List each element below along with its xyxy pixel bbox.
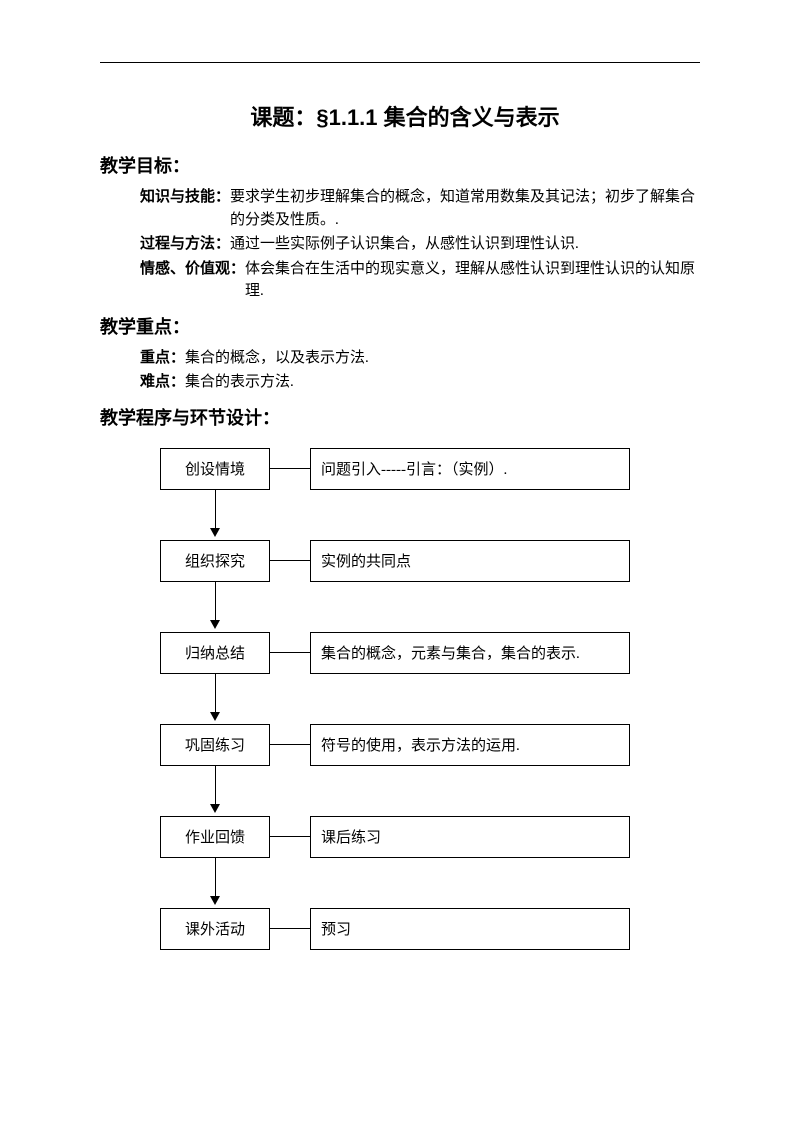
flow-stage-box: 巩固练习 — [160, 724, 270, 766]
objective-label: 过程与方法： — [140, 233, 230, 256]
flow-connector-horizontal — [270, 908, 310, 950]
flow-desc-box: 课后练习 — [310, 816, 630, 858]
objective-label: 情感、价值观： — [140, 258, 245, 303]
flow-stage-box: 作业回馈 — [160, 816, 270, 858]
focus-item: 难点： 集合的表示方法. — [140, 371, 710, 394]
flow-row: 组织探究 实例的共同点 — [160, 540, 710, 582]
focus-label: 重点： — [140, 347, 185, 370]
objective-label: 知识与技能： — [140, 186, 230, 231]
flow-connector-horizontal — [270, 816, 310, 858]
lesson-title: 课题：§1.1.1 集合的含义与表示 — [100, 100, 710, 132]
flow-desc-box: 实例的共同点 — [310, 540, 630, 582]
flow-row: 创设情境 问题引入-----引言：（实例）. — [160, 448, 710, 490]
flow-arrow-down-icon — [160, 766, 270, 816]
objective-item: 过程与方法： 通过一些实际例子认识集合，从感性认识到理性认识. — [140, 233, 710, 256]
flow-connector-horizontal — [270, 540, 310, 582]
flow-desc-box: 问题引入-----引言：（实例）. — [310, 448, 630, 490]
focus-text: 集合的表示方法. — [185, 371, 710, 394]
section-heading-focus: 教学重点： — [100, 313, 710, 339]
flow-row: 作业回馈 课后练习 — [160, 816, 710, 858]
objective-text: 通过一些实际例子认识集合，从感性认识到理性认识. — [230, 233, 710, 256]
focus-text: 集合的概念，以及表示方法. — [185, 347, 710, 370]
flow-connector-horizontal — [270, 448, 310, 490]
focus-label: 难点： — [140, 371, 185, 394]
flow-stage-box: 创设情境 — [160, 448, 270, 490]
header-rule — [100, 62, 700, 63]
flow-arrow-down-icon — [160, 858, 270, 908]
focus-item: 重点： 集合的概念，以及表示方法. — [140, 347, 710, 370]
flow-connector-horizontal — [270, 632, 310, 674]
objective-item: 情感、价值观： 体会集合在生活中的现实意义，理解从感性认识到理性认识的认知原理. — [140, 258, 710, 303]
objective-item: 知识与技能： 要求学生初步理解集合的概念，知道常用数集及其记法；初步了解集合的分… — [140, 186, 710, 231]
flow-stage-box: 组织探究 — [160, 540, 270, 582]
page: 课题：§1.1.1 集合的含义与表示 教学目标： 知识与技能： 要求学生初步理解… — [0, 0, 800, 1132]
objective-text: 要求学生初步理解集合的概念，知道常用数集及其记法；初步了解集合的分类及性质。. — [230, 186, 710, 231]
section-heading-objectives: 教学目标： — [100, 152, 710, 178]
flowchart: 创设情境 问题引入-----引言：（实例）. 组织探究 实例的共同点 归纳总结 … — [160, 448, 710, 950]
flow-arrow-down-icon — [160, 582, 270, 632]
flow-row: 归纳总结 集合的概念，元素与集合，集合的表示. — [160, 632, 710, 674]
objective-text: 体会集合在生活中的现实意义，理解从感性认识到理性认识的认知原理. — [245, 258, 710, 303]
flow-row: 课外活动 预习 — [160, 908, 710, 950]
flow-arrow-down-icon — [160, 490, 270, 540]
flow-row: 巩固练习 符号的使用，表示方法的运用. — [160, 724, 710, 766]
flow-stage-box: 归纳总结 — [160, 632, 270, 674]
flow-desc-box: 符号的使用，表示方法的运用. — [310, 724, 630, 766]
flow-stage-box: 课外活动 — [160, 908, 270, 950]
flow-desc-box: 集合的概念，元素与集合，集合的表示. — [310, 632, 630, 674]
flow-desc-box: 预习 — [310, 908, 630, 950]
section-heading-process: 教学程序与环节设计： — [100, 404, 710, 430]
flow-connector-horizontal — [270, 724, 310, 766]
flow-arrow-down-icon — [160, 674, 270, 724]
